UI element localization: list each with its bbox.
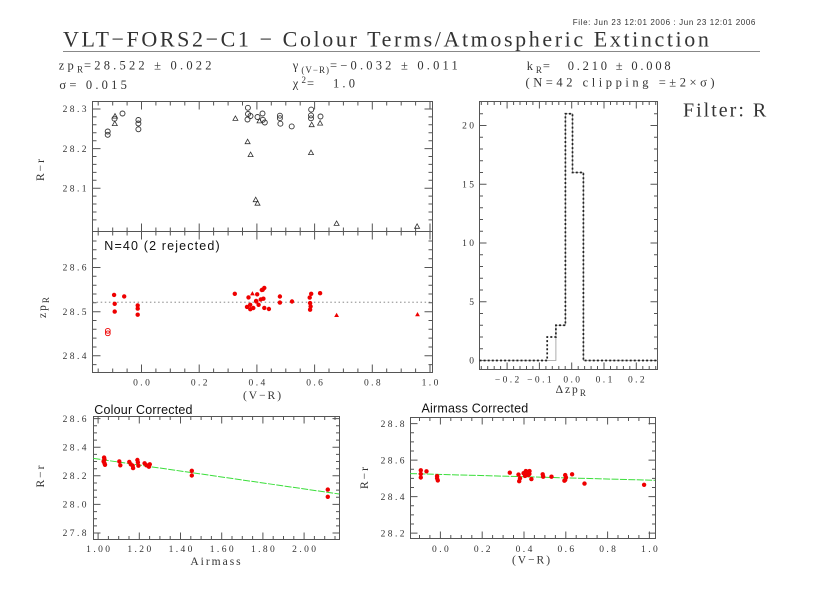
svg-text:5: 5 [469, 298, 476, 308]
svg-text:ΔzpR: ΔzpR [556, 384, 587, 398]
svg-text:(V−R): (V−R) [243, 390, 283, 402]
svg-text:0: 0 [469, 357, 476, 367]
svg-text:0.4: 0.4 [516, 545, 535, 555]
svg-text:0.8: 0.8 [599, 545, 618, 555]
svg-text:1.20: 1.20 [127, 545, 153, 555]
svg-text:χ2= 1.0: χ2= 1.0 [292, 75, 359, 91]
svg-text:28.4: 28.4 [63, 443, 89, 453]
svg-text:R−r: R−r [359, 465, 371, 489]
svg-text:0.1: 0.1 [596, 376, 615, 386]
svg-text:−0.1: −0.1 [527, 376, 554, 386]
svg-text:0.0: 0.0 [563, 376, 582, 386]
svg-text:VLT−FORS2−C1 − Colour Terms/At: VLT−FORS2−C1 − Colour Terms/Atmospheric … [63, 27, 711, 52]
svg-text:Airmass: Airmass [190, 556, 242, 568]
svg-text:0.4: 0.4 [249, 379, 268, 389]
svg-text:1.40: 1.40 [169, 545, 195, 555]
svg-text:0.2: 0.2 [628, 376, 647, 386]
svg-text:1.80: 1.80 [251, 545, 277, 555]
svg-text:Filter: R: Filter: R [683, 100, 768, 122]
svg-text:zpR=28.522 ± 0.022: zpR=28.522 ± 0.022 [59, 59, 215, 75]
svg-text:28.4: 28.4 [381, 493, 407, 503]
svg-text:0.8: 0.8 [364, 379, 383, 389]
svg-text:0.0: 0.0 [133, 379, 152, 389]
svg-text:−0.2: −0.2 [495, 376, 522, 386]
svg-text:Colour Corrected: Colour Corrected [94, 403, 192, 417]
svg-text:kR= 0.210 ± 0.008: kR= 0.210 ± 0.008 [527, 59, 674, 75]
svg-text:Airmass Corrected: Airmass Corrected [422, 402, 529, 416]
svg-text:0.6: 0.6 [306, 379, 325, 389]
svg-text:N=40 (2 rejected): N=40 (2 rejected) [104, 239, 220, 253]
svg-text:0.2: 0.2 [474, 545, 493, 555]
svg-text:28.2: 28.2 [381, 529, 407, 539]
svg-text:0.6: 0.6 [557, 545, 576, 555]
svg-text:1.60: 1.60 [210, 545, 236, 555]
svg-text:10: 10 [462, 239, 476, 249]
svg-text:0.0: 0.0 [432, 545, 451, 555]
svg-text:zpR: zpR [37, 296, 51, 318]
svg-text:(N=42 clipping =±2×σ): (N=42 clipping =±2×σ) [526, 76, 719, 90]
svg-text:28.3: 28.3 [63, 105, 89, 115]
svg-text:γ(V−R)=−0.032 ± 0.011: γ(V−R)=−0.032 ± 0.011 [292, 59, 461, 75]
svg-text:2.00: 2.00 [292, 545, 318, 555]
svg-text:R−r: R−r [35, 464, 47, 488]
svg-text:0.2: 0.2 [191, 379, 210, 389]
svg-text:1.0: 1.0 [422, 379, 441, 389]
svg-text:1.00: 1.00 [86, 545, 112, 555]
svg-text:28.2: 28.2 [63, 145, 89, 155]
svg-text:1.0: 1.0 [641, 545, 660, 555]
svg-text:28.1: 28.1 [63, 184, 89, 194]
svg-text:(V−R): (V−R) [512, 555, 552, 567]
svg-text:28.0: 28.0 [63, 501, 89, 511]
svg-text:15: 15 [462, 180, 476, 190]
svg-text:27.8: 27.8 [63, 529, 89, 539]
svg-text:28.4: 28.4 [63, 352, 89, 362]
svg-text:28.8: 28.8 [381, 420, 407, 430]
svg-text:28.6: 28.6 [381, 456, 407, 466]
svg-text:28.6: 28.6 [63, 415, 89, 425]
svg-text:20: 20 [462, 122, 476, 132]
svg-text:R−r: R−r [35, 157, 47, 181]
svg-text:28.2: 28.2 [63, 472, 89, 482]
svg-text:File: Jun 23 12:01 2006 : Jun: File: Jun 23 12:01 2006 : Jun 23 12:01 2… [573, 18, 756, 27]
svg-text:28.6: 28.6 [63, 264, 89, 274]
svg-text:σ= 0.015: σ= 0.015 [59, 78, 130, 92]
svg-text:28.5: 28.5 [63, 308, 89, 318]
